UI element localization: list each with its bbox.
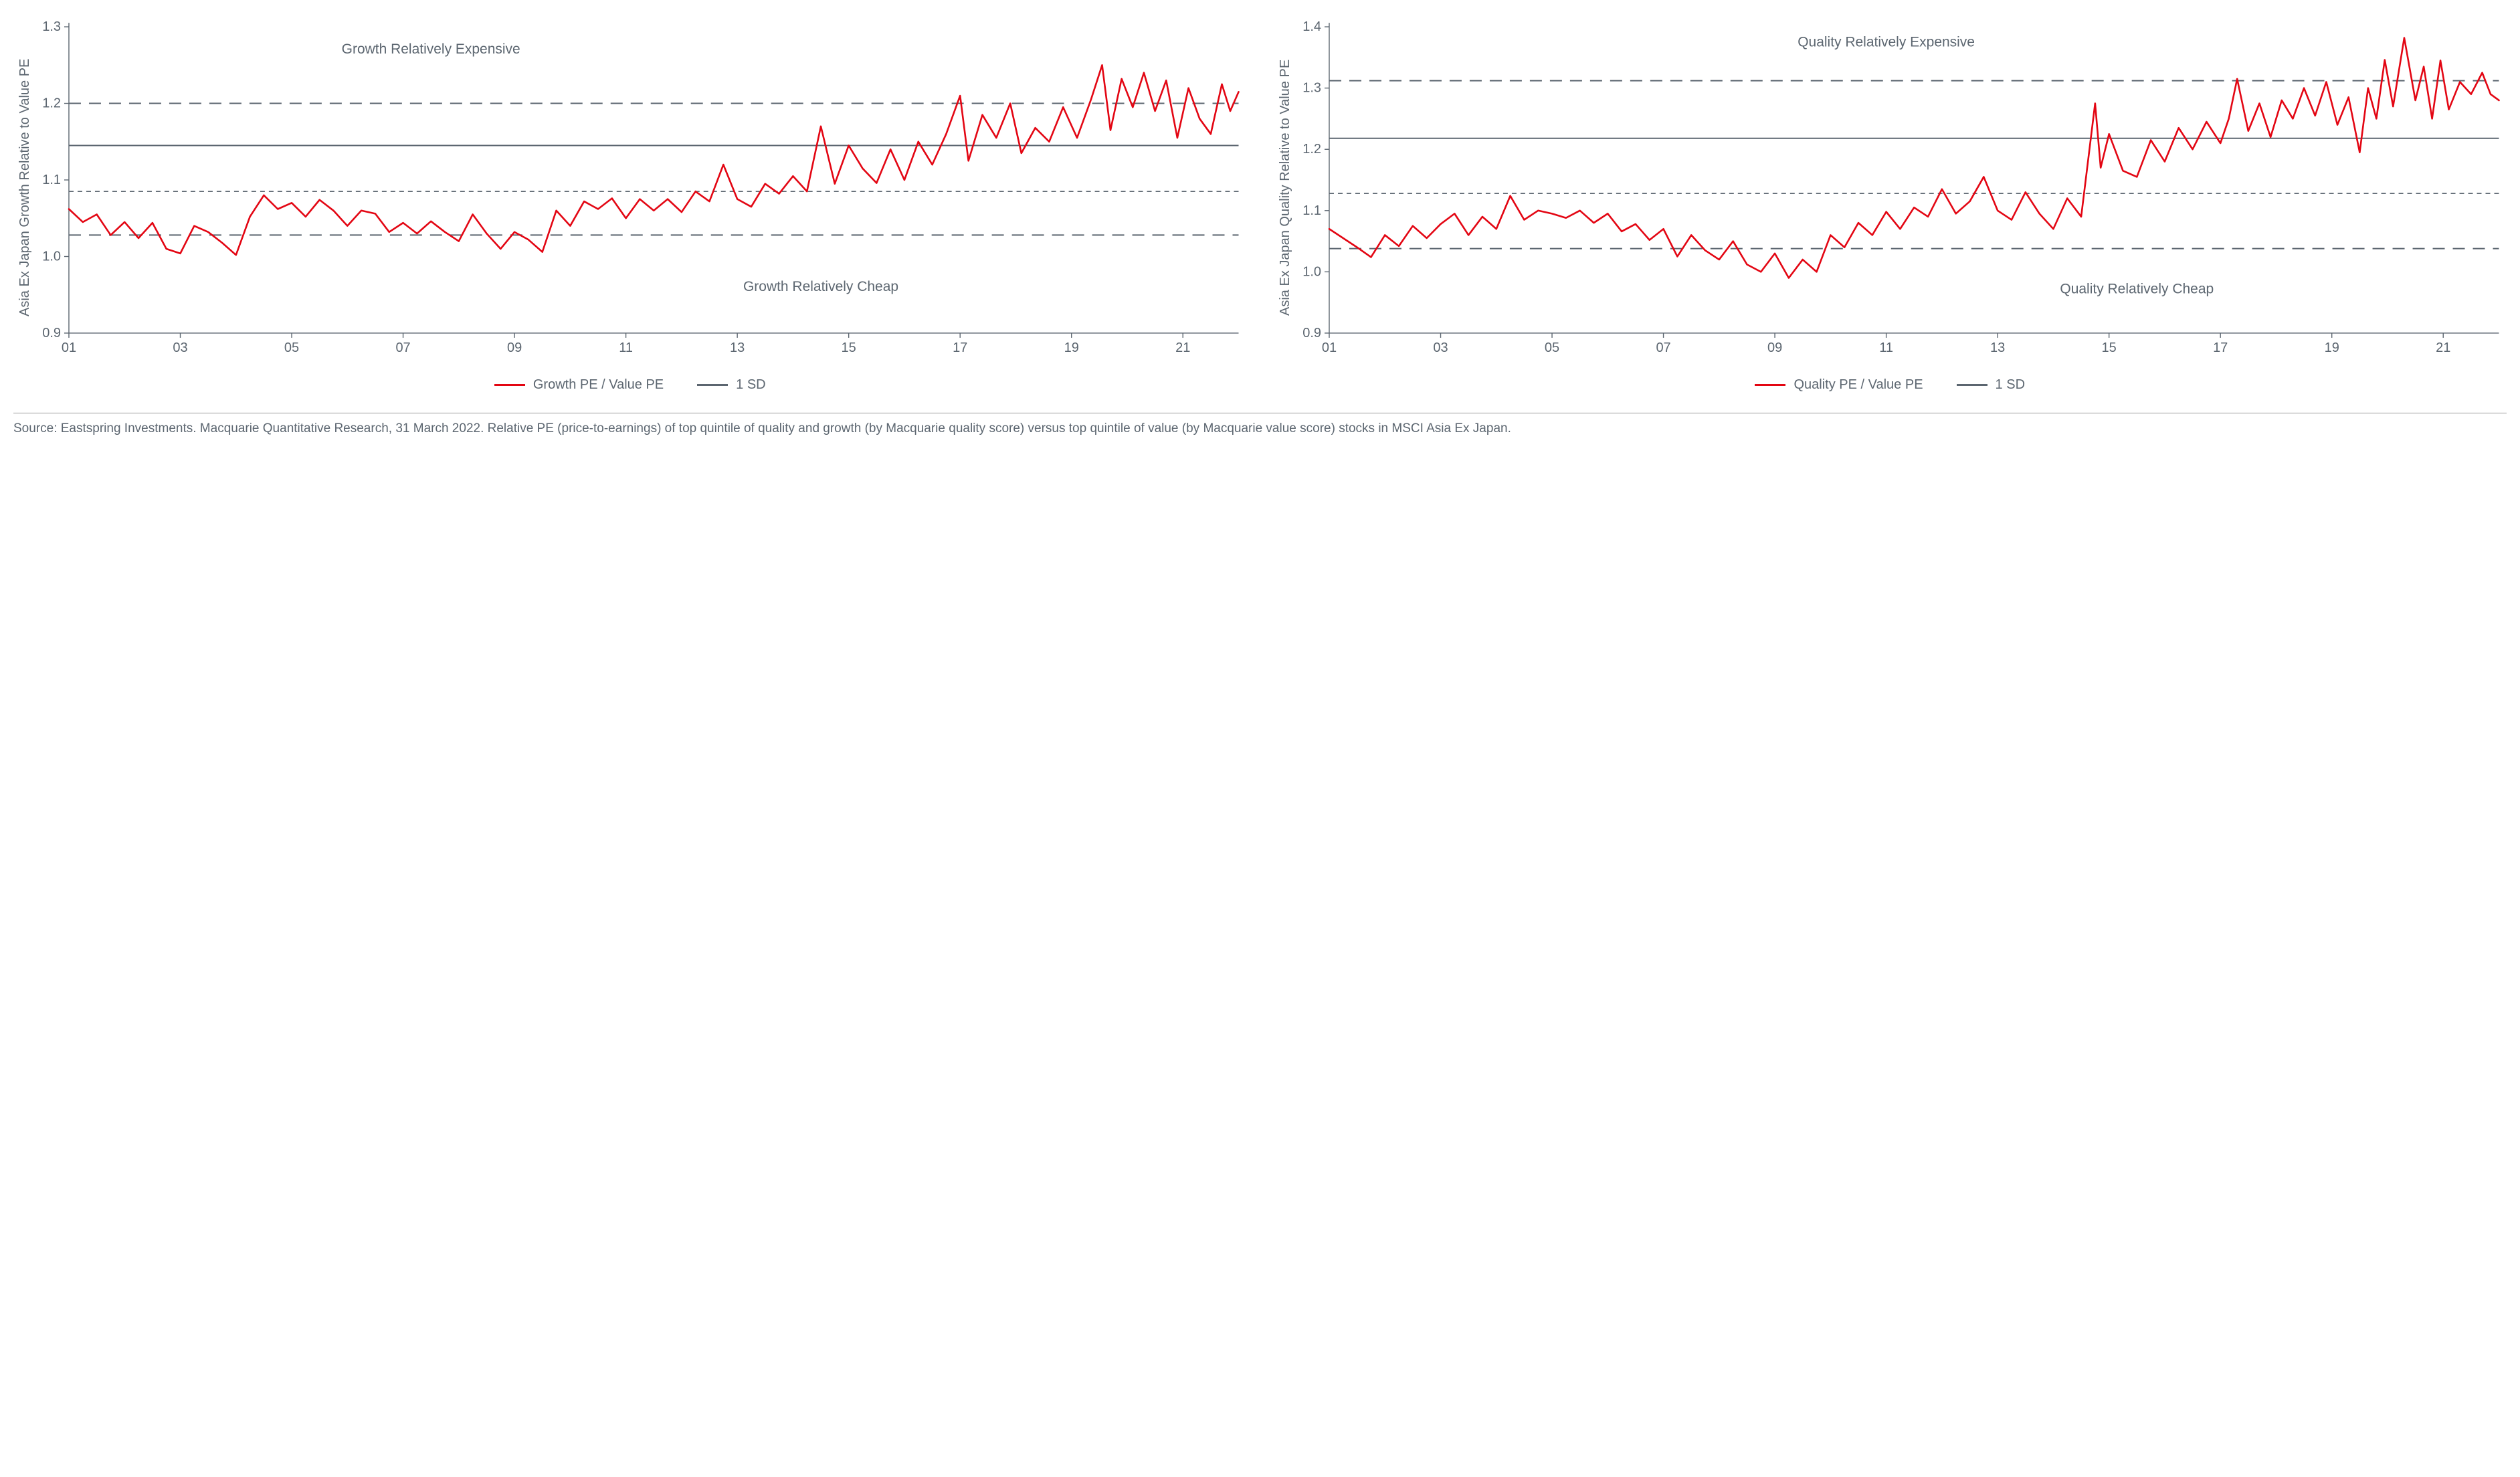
chart-quality: Asia Ex Japan Quality Relative to Value … — [1274, 13, 2507, 393]
source-footer: Source: Eastspring Investments. Macquari… — [13, 413, 2507, 438]
svg-text:19: 19 — [1064, 340, 1079, 355]
svg-text:1.4: 1.4 — [1302, 19, 1321, 34]
svg-text:09: 09 — [507, 340, 522, 355]
legend-item-growth-series: Growth PE / Value PE — [494, 377, 664, 393]
chart-growth-svg: 0.9 1.0 1.1 1.2 1.3 01 03 05 07 09 11 13 15 17 19 21 Gro… — [33, 13, 1247, 361]
legend-item-quality-series: Quality PE / Value PE — [1755, 377, 1923, 393]
svg-text:1.0: 1.0 — [42, 249, 61, 264]
svg-text:05: 05 — [1544, 340, 1559, 355]
svg-text:1.2: 1.2 — [1302, 142, 1321, 157]
svg-text:1.0: 1.0 — [1302, 264, 1321, 279]
svg-text:21: 21 — [2436, 340, 2450, 355]
svg-text:0.9: 0.9 — [42, 326, 61, 340]
svg-text:Growth Relatively Cheap: Growth Relatively Cheap — [743, 279, 898, 294]
svg-text:07: 07 — [395, 340, 410, 355]
svg-text:15: 15 — [842, 340, 856, 355]
svg-text:1.1: 1.1 — [1302, 203, 1321, 218]
legend-label-growth-series: Growth PE / Value PE — [533, 377, 664, 393]
svg-text:21: 21 — [1175, 340, 1190, 355]
svg-text:Quality Relatively Expensive: Quality Relatively Expensive — [1798, 34, 1975, 50]
legend-quality: Quality PE / Value PE 1 SD — [1755, 377, 2025, 393]
chart-quality-area: Asia Ex Japan Quality Relative to Value … — [1274, 13, 2507, 361]
svg-text:1.1: 1.1 — [42, 173, 61, 187]
charts-row: Asia Ex Japan Growth Relative to Value P… — [13, 13, 2507, 393]
svg-text:05: 05 — [284, 340, 299, 355]
chart-growth: Asia Ex Japan Growth Relative to Value P… — [13, 13, 1247, 393]
svg-text:17: 17 — [953, 340, 967, 355]
svg-text:13: 13 — [730, 340, 745, 355]
legend-growth: Growth PE / Value PE 1 SD — [494, 377, 766, 393]
svg-text:03: 03 — [173, 340, 187, 355]
svg-text:13: 13 — [1990, 340, 2005, 355]
legend-swatch-sd-icon — [697, 384, 728, 386]
svg-text:1.3: 1.3 — [1302, 81, 1321, 96]
svg-text:1.3: 1.3 — [42, 19, 61, 34]
chart-quality-svg: 0.9 1.0 1.1 1.2 1.3 1.4 01 03 05 07 09 11 13 15 17 19 21… — [1293, 13, 2507, 361]
chart-growth-area: Asia Ex Japan Growth Relative to Value P… — [13, 13, 1247, 361]
svg-text:11: 11 — [619, 340, 633, 355]
svg-text:0.9: 0.9 — [1302, 326, 1321, 340]
svg-text:01: 01 — [62, 340, 76, 355]
legend-swatch-series-icon — [494, 384, 525, 386]
svg-text:Growth Relatively Expensive: Growth Relatively Expensive — [342, 41, 520, 57]
svg-text:17: 17 — [2213, 340, 2228, 355]
chart-quality-plot: 0.9 1.0 1.1 1.2 1.3 1.4 01 03 05 07 09 11 13 15 17 19 21… — [1293, 13, 2507, 361]
legend-item-growth-sd: 1 SD — [697, 377, 765, 393]
legend-label-quality-series: Quality PE / Value PE — [1794, 377, 1923, 393]
legend-item-quality-sd: 1 SD — [1957, 377, 2025, 393]
svg-text:15: 15 — [2101, 340, 2116, 355]
y-axis-label-growth: Asia Ex Japan Growth Relative to Value P… — [13, 13, 33, 361]
svg-text:07: 07 — [1656, 340, 1670, 355]
svg-text:11: 11 — [1879, 340, 1893, 355]
svg-text:09: 09 — [1767, 340, 1781, 355]
legend-swatch-sd-icon — [1957, 384, 1988, 386]
dashboard: Asia Ex Japan Growth Relative to Value P… — [13, 13, 2507, 438]
legend-swatch-series-icon — [1755, 384, 1785, 386]
legend-label-quality-sd: 1 SD — [1996, 377, 2025, 393]
svg-text:01: 01 — [1321, 340, 1336, 355]
svg-text:Quality Relatively Cheap: Quality Relatively Cheap — [2060, 281, 2214, 296]
y-axis-label-quality: Asia Ex Japan Quality Relative to Value … — [1274, 13, 1293, 361]
svg-text:1.2: 1.2 — [42, 96, 61, 111]
svg-text:03: 03 — [1433, 340, 1448, 355]
svg-text:19: 19 — [2324, 340, 2339, 355]
chart-growth-plot: 0.9 1.0 1.1 1.2 1.3 01 03 05 07 09 11 13 15 17 19 21 Gro… — [33, 13, 1247, 361]
legend-label-growth-sd: 1 SD — [736, 377, 765, 393]
